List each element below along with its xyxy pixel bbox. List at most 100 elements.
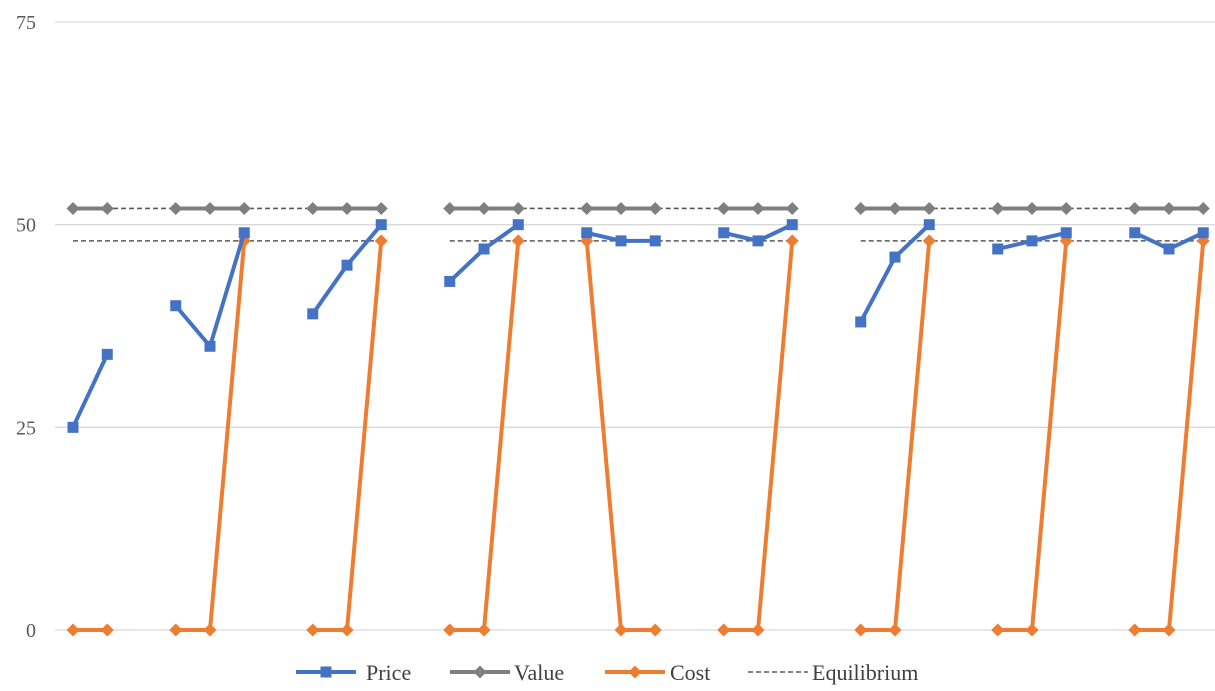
cost-point bbox=[1162, 623, 1176, 637]
value-point bbox=[100, 201, 114, 215]
value-point bbox=[991, 201, 1005, 215]
price-point bbox=[101, 348, 113, 360]
price-line-segment bbox=[858, 223, 931, 323]
value-point bbox=[580, 201, 594, 215]
value-point bbox=[648, 201, 662, 215]
value-point bbox=[477, 201, 491, 215]
price-point bbox=[718, 227, 730, 239]
price-point bbox=[1060, 227, 1072, 239]
value-point bbox=[1162, 201, 1176, 215]
value-point bbox=[511, 201, 525, 215]
y-tick-label: 25 bbox=[16, 417, 36, 439]
price-point bbox=[375, 219, 387, 231]
value-point bbox=[614, 201, 628, 215]
price-point bbox=[67, 421, 79, 433]
value-point bbox=[751, 201, 765, 215]
series-price bbox=[67, 219, 1209, 433]
cost-point bbox=[717, 623, 731, 637]
cost-line-segment bbox=[997, 240, 1069, 632]
value-point bbox=[1128, 201, 1142, 215]
price-point bbox=[1197, 227, 1209, 239]
series-cost bbox=[66, 234, 1210, 637]
cost-point bbox=[922, 234, 936, 248]
legend-marker bbox=[473, 665, 487, 679]
cost-point bbox=[66, 623, 80, 637]
price-point bbox=[752, 235, 764, 247]
price-point bbox=[1026, 235, 1038, 247]
cost-point bbox=[854, 623, 868, 637]
cost-point bbox=[1025, 623, 1039, 637]
value-point bbox=[1196, 201, 1210, 215]
price-point bbox=[444, 275, 456, 287]
cost-line-segment bbox=[175, 240, 247, 632]
price-point bbox=[992, 243, 1004, 255]
cost-point bbox=[888, 623, 902, 637]
price-point bbox=[786, 219, 798, 231]
cost-point bbox=[203, 623, 217, 637]
y-tick-label: 75 bbox=[16, 12, 36, 34]
value-point bbox=[1025, 201, 1039, 215]
cost-line-segment bbox=[584, 240, 656, 632]
price-point bbox=[170, 300, 182, 312]
cost-point bbox=[1128, 623, 1142, 637]
legend-item-cost: Cost bbox=[605, 660, 710, 685]
value-point bbox=[203, 201, 217, 215]
cost-point bbox=[785, 234, 799, 248]
legend-label: Price bbox=[366, 660, 411, 685]
value-point bbox=[306, 201, 320, 215]
value-point bbox=[443, 201, 457, 215]
legend: Price Value Cost Equilibrium bbox=[296, 660, 918, 685]
price-point bbox=[615, 235, 627, 247]
price-point bbox=[512, 219, 524, 231]
legend-item-price: Price bbox=[296, 660, 411, 685]
cost-point bbox=[100, 623, 114, 637]
price-point bbox=[649, 235, 661, 247]
legend-marker bbox=[628, 665, 642, 679]
cost-point bbox=[169, 623, 183, 637]
value-point bbox=[854, 201, 868, 215]
y-tick-label: 0 bbox=[26, 620, 36, 642]
cost-point bbox=[340, 623, 354, 637]
value-point bbox=[717, 201, 731, 215]
price-line-segment bbox=[71, 353, 110, 429]
value-point bbox=[169, 201, 183, 215]
legend-label: Value bbox=[514, 660, 564, 685]
value-point bbox=[1059, 201, 1073, 215]
value-point bbox=[785, 201, 799, 215]
price-point bbox=[889, 251, 901, 263]
legend-label: Equilibrium bbox=[812, 660, 918, 685]
price-point bbox=[1163, 243, 1175, 255]
value-point bbox=[237, 201, 251, 215]
price-point bbox=[581, 227, 593, 239]
series-layer bbox=[66, 201, 1210, 637]
cost-point bbox=[614, 623, 628, 637]
price-point bbox=[341, 259, 353, 271]
series-value bbox=[66, 201, 1210, 215]
price-line-segment bbox=[174, 232, 247, 349]
cost-point bbox=[648, 623, 662, 637]
value-point bbox=[66, 201, 80, 215]
cost-point bbox=[306, 623, 320, 637]
price-point bbox=[307, 308, 319, 320]
price-point bbox=[478, 243, 490, 255]
price-point bbox=[204, 340, 216, 352]
cost-point bbox=[374, 234, 388, 248]
legend-label: Cost bbox=[670, 660, 710, 685]
cost-line-segment bbox=[449, 240, 521, 632]
value-point bbox=[340, 201, 354, 215]
cost-point bbox=[991, 623, 1005, 637]
legend-item-equilibrium: Equilibrium bbox=[748, 660, 918, 685]
legend-marker bbox=[320, 666, 332, 678]
legend-item-value: Value bbox=[450, 660, 564, 685]
cost-point bbox=[477, 623, 491, 637]
value-point bbox=[922, 201, 936, 215]
value-point bbox=[888, 201, 902, 215]
price-point bbox=[855, 316, 867, 328]
cost-point bbox=[511, 234, 525, 248]
y-tick-label: 50 bbox=[16, 215, 36, 237]
cost-point bbox=[443, 623, 457, 637]
cost-line-segment bbox=[723, 240, 795, 632]
cost-line-segment bbox=[1134, 240, 1206, 632]
cost-point bbox=[751, 623, 765, 637]
